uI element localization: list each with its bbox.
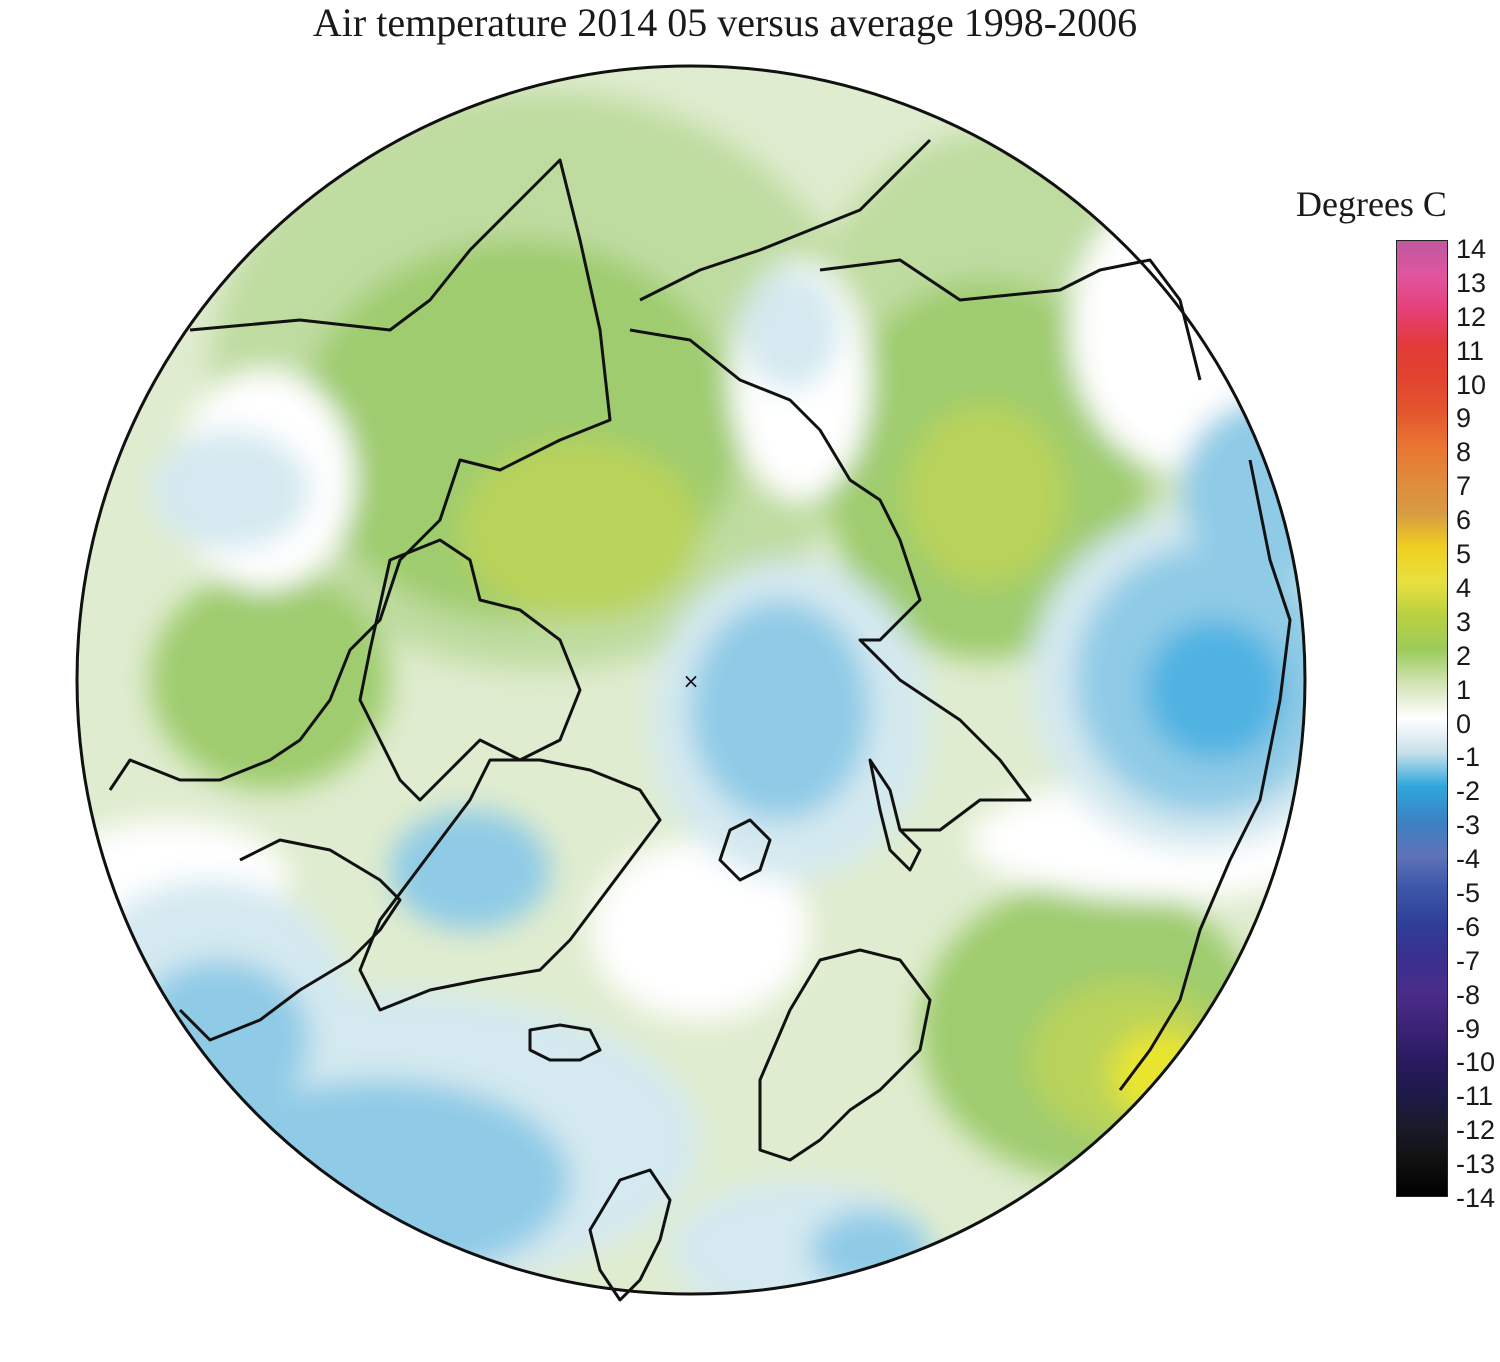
coastline-iceland — [528, 1023, 602, 1062]
colorbar-tick-label: -12 — [1456, 1115, 1496, 1146]
coastline-siberia — [629, 138, 1032, 832]
map-title: Air temperature 2014 05 versus average 1… — [312, 0, 1138, 45]
map-boundary — [75, 64, 1307, 1296]
colorbar-tick-label: 3 — [1456, 606, 1472, 637]
colorbar-tick-label: -8 — [1456, 979, 1481, 1010]
colorbar-tick-label: 0 — [1456, 708, 1472, 739]
colorbar-tick-label: -9 — [1456, 1013, 1481, 1044]
colorbar-tick-label: 10 — [1456, 369, 1487, 400]
colorbar-tick-label: -11 — [1456, 1081, 1494, 1112]
colorbar-tick-label: 9 — [1456, 403, 1472, 434]
north-pole-marker: × — [683, 669, 700, 693]
colorbar-tick-label: 14 — [1456, 234, 1487, 264]
colorbar-tick-label: -10 — [1456, 1047, 1496, 1078]
colorbar-tick-label: 11 — [1456, 335, 1485, 366]
coastline-novaya-zemlya — [868, 758, 922, 872]
colorbar-tick-label: -6 — [1456, 911, 1481, 942]
colorbar-tick-label: -14 — [1456, 1183, 1496, 1213]
colorbar-tick-label: 4 — [1456, 572, 1472, 603]
colorbar-tick-label: -2 — [1456, 776, 1481, 807]
coastline-greenland — [358, 758, 662, 1012]
legend-title: Degrees C — [1296, 184, 1447, 224]
coastline-british-isles — [588, 1168, 672, 1302]
colorbar-tick-label: 2 — [1456, 640, 1472, 671]
colorbar — [1396, 240, 1448, 1197]
anomaly-field — [77, 66, 1305, 1294]
colorbar-tick-label: 1 — [1456, 674, 1472, 705]
colorbar-tick-label: 13 — [1456, 267, 1487, 298]
colorbar-tick-label: 6 — [1456, 505, 1472, 536]
colorbar-tick-label: 5 — [1456, 539, 1472, 570]
colorbar-tick-label: -3 — [1456, 810, 1481, 841]
colorbar-tick-label: -5 — [1456, 877, 1481, 908]
colorbar-tick-label: 8 — [1456, 437, 1472, 468]
colorbar-tick-label: -4 — [1456, 844, 1481, 875]
coastline-svalbard — [718, 818, 772, 882]
coastline-east-siberia — [819, 258, 1202, 381]
coastline-scandinavia — [758, 948, 932, 1162]
coastlines — [108, 138, 1292, 1302]
coastline-eurasia-south — [1118, 459, 1292, 1091]
coastline-north-america — [108, 158, 612, 791]
colorbar-tick-label: -1 — [1456, 742, 1481, 773]
colorbar-tick-label: -7 — [1456, 945, 1481, 976]
colorbar-tick-label: -13 — [1456, 1149, 1496, 1180]
colorbar-tick-label: 12 — [1456, 301, 1487, 332]
colorbar-tick-label: 7 — [1456, 471, 1472, 502]
coastline-hudson-labrador — [178, 838, 402, 1042]
